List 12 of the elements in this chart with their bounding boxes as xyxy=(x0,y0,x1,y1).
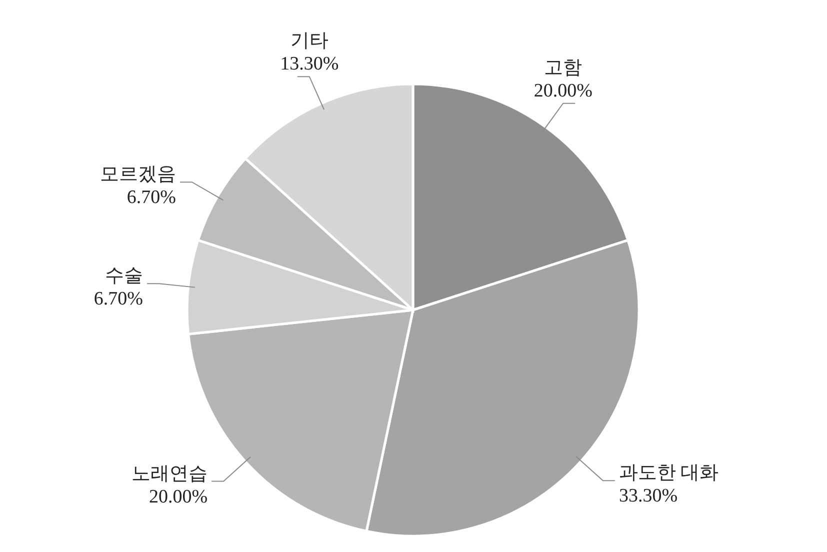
slice-label: 고함 xyxy=(544,57,582,78)
data-label: 6.70% xyxy=(94,288,144,310)
data-label: 20.00% xyxy=(534,80,593,102)
data-label: 20.00% xyxy=(148,486,208,508)
slice-label: 기타 xyxy=(290,30,328,52)
slice-label: 수술 xyxy=(104,266,143,287)
slice-label: 모르겠음 xyxy=(100,164,176,186)
data-label: 33.30% xyxy=(618,486,678,507)
slice-label: 과도한 대화 xyxy=(618,462,719,484)
data-label: 6.70% xyxy=(126,187,176,208)
slice-label: 노래연습 xyxy=(132,463,208,484)
data-label: 13.30% xyxy=(280,54,339,75)
